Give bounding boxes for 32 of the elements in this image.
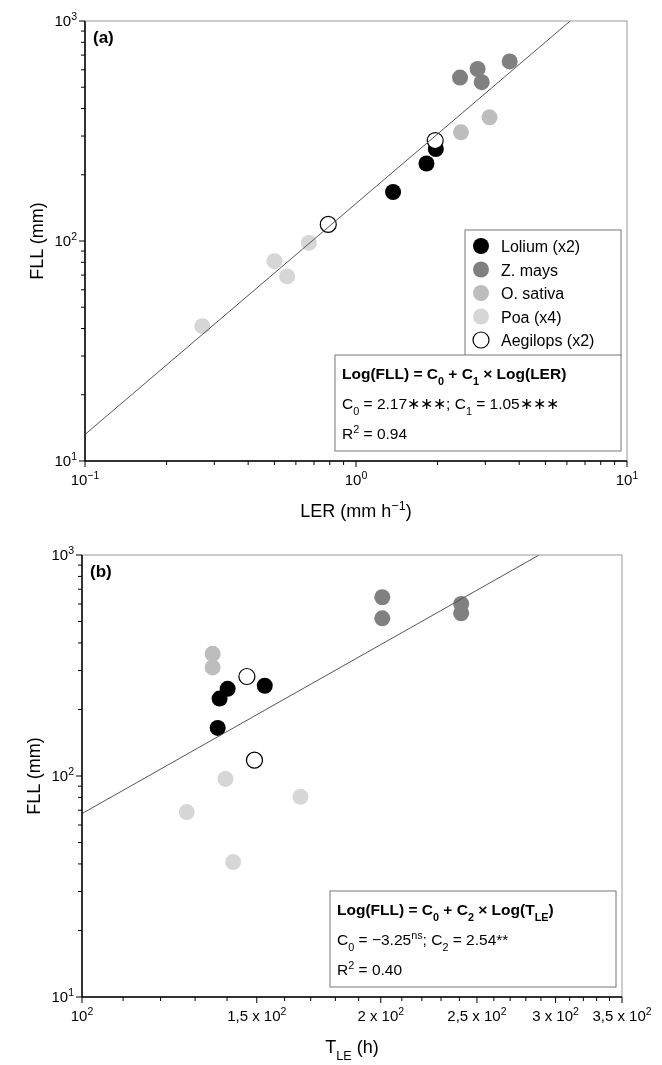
annotation: C$_{0}$ = 2.17∗∗∗; C$_{1}$ = 1.05∗∗∗ [342,395,559,417]
legend-label: Lolium (x2) [501,238,581,255]
x-tick-label: 10$^{1}$ [615,469,639,488]
annotation: R$^{2}$ = 0.40 [337,959,403,978]
annotation: C$_{0}$ = −3.25$^{ns}$; C$_{2}$ = 2.54** [337,929,509,953]
annotation: R$^{2}$ = 0.94 [342,423,408,442]
x-tick-label: 10$^{2}$ [70,1005,94,1024]
y-axis-title: FLL (mm) [27,202,47,280]
x-tick-label: 10$^{−1}$ [70,469,100,488]
legend-label: O. sativa [501,285,565,302]
x-tick-label: 2,5 x 10$^{2}$ [447,1005,507,1024]
legend-label: Poa (x4) [501,308,562,326]
y-tick-label: 10$^{1}$ [51,986,75,1005]
x-tick-label: 1,5 x 10$^{2}$ [227,1005,287,1024]
x-axis-title: T$_{LE}$ (h) [325,1037,379,1063]
annotation: Log(FLL) = C$_{0}$ + C$_{2}$ × Log(T$_{LE}$) [337,901,554,923]
y-axis-title: FLL (mm) [24,737,44,815]
x-tick-label: 2 x 10$^{2}$ [357,1005,405,1024]
x-tick-label: 3 x 10$^{2}$ [532,1005,580,1024]
chart-title: (b) [90,562,112,581]
legend-label: Aegilops (x2) [501,332,595,349]
x-axis-title: LER (mm h$^{−1}$) [300,499,412,521]
y-tick-label: 10$^{2}$ [51,765,75,784]
chart-title: (a) [93,28,114,47]
x-tick-label: 3,5 x 10$^{2}$ [592,1005,652,1024]
annotation: Log(FLL) = C$_{0}$ + C$_{1}$ × Log(LER) [342,365,567,387]
y-tick-label: 10$^{3}$ [54,10,78,29]
y-tick-label: 10$^{3}$ [51,544,75,563]
x-tick-label: 10$^{0}$ [344,469,368,488]
y-tick-label: 10$^{2}$ [54,230,78,249]
y-tick-label: 10$^{1}$ [54,450,78,469]
legend-label: Z. mays [501,261,558,279]
